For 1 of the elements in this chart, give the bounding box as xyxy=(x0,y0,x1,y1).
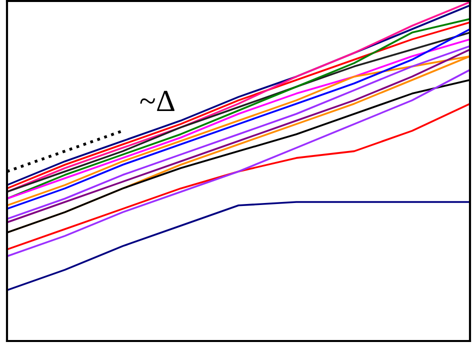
annotation: ~Δ xyxy=(140,90,174,112)
